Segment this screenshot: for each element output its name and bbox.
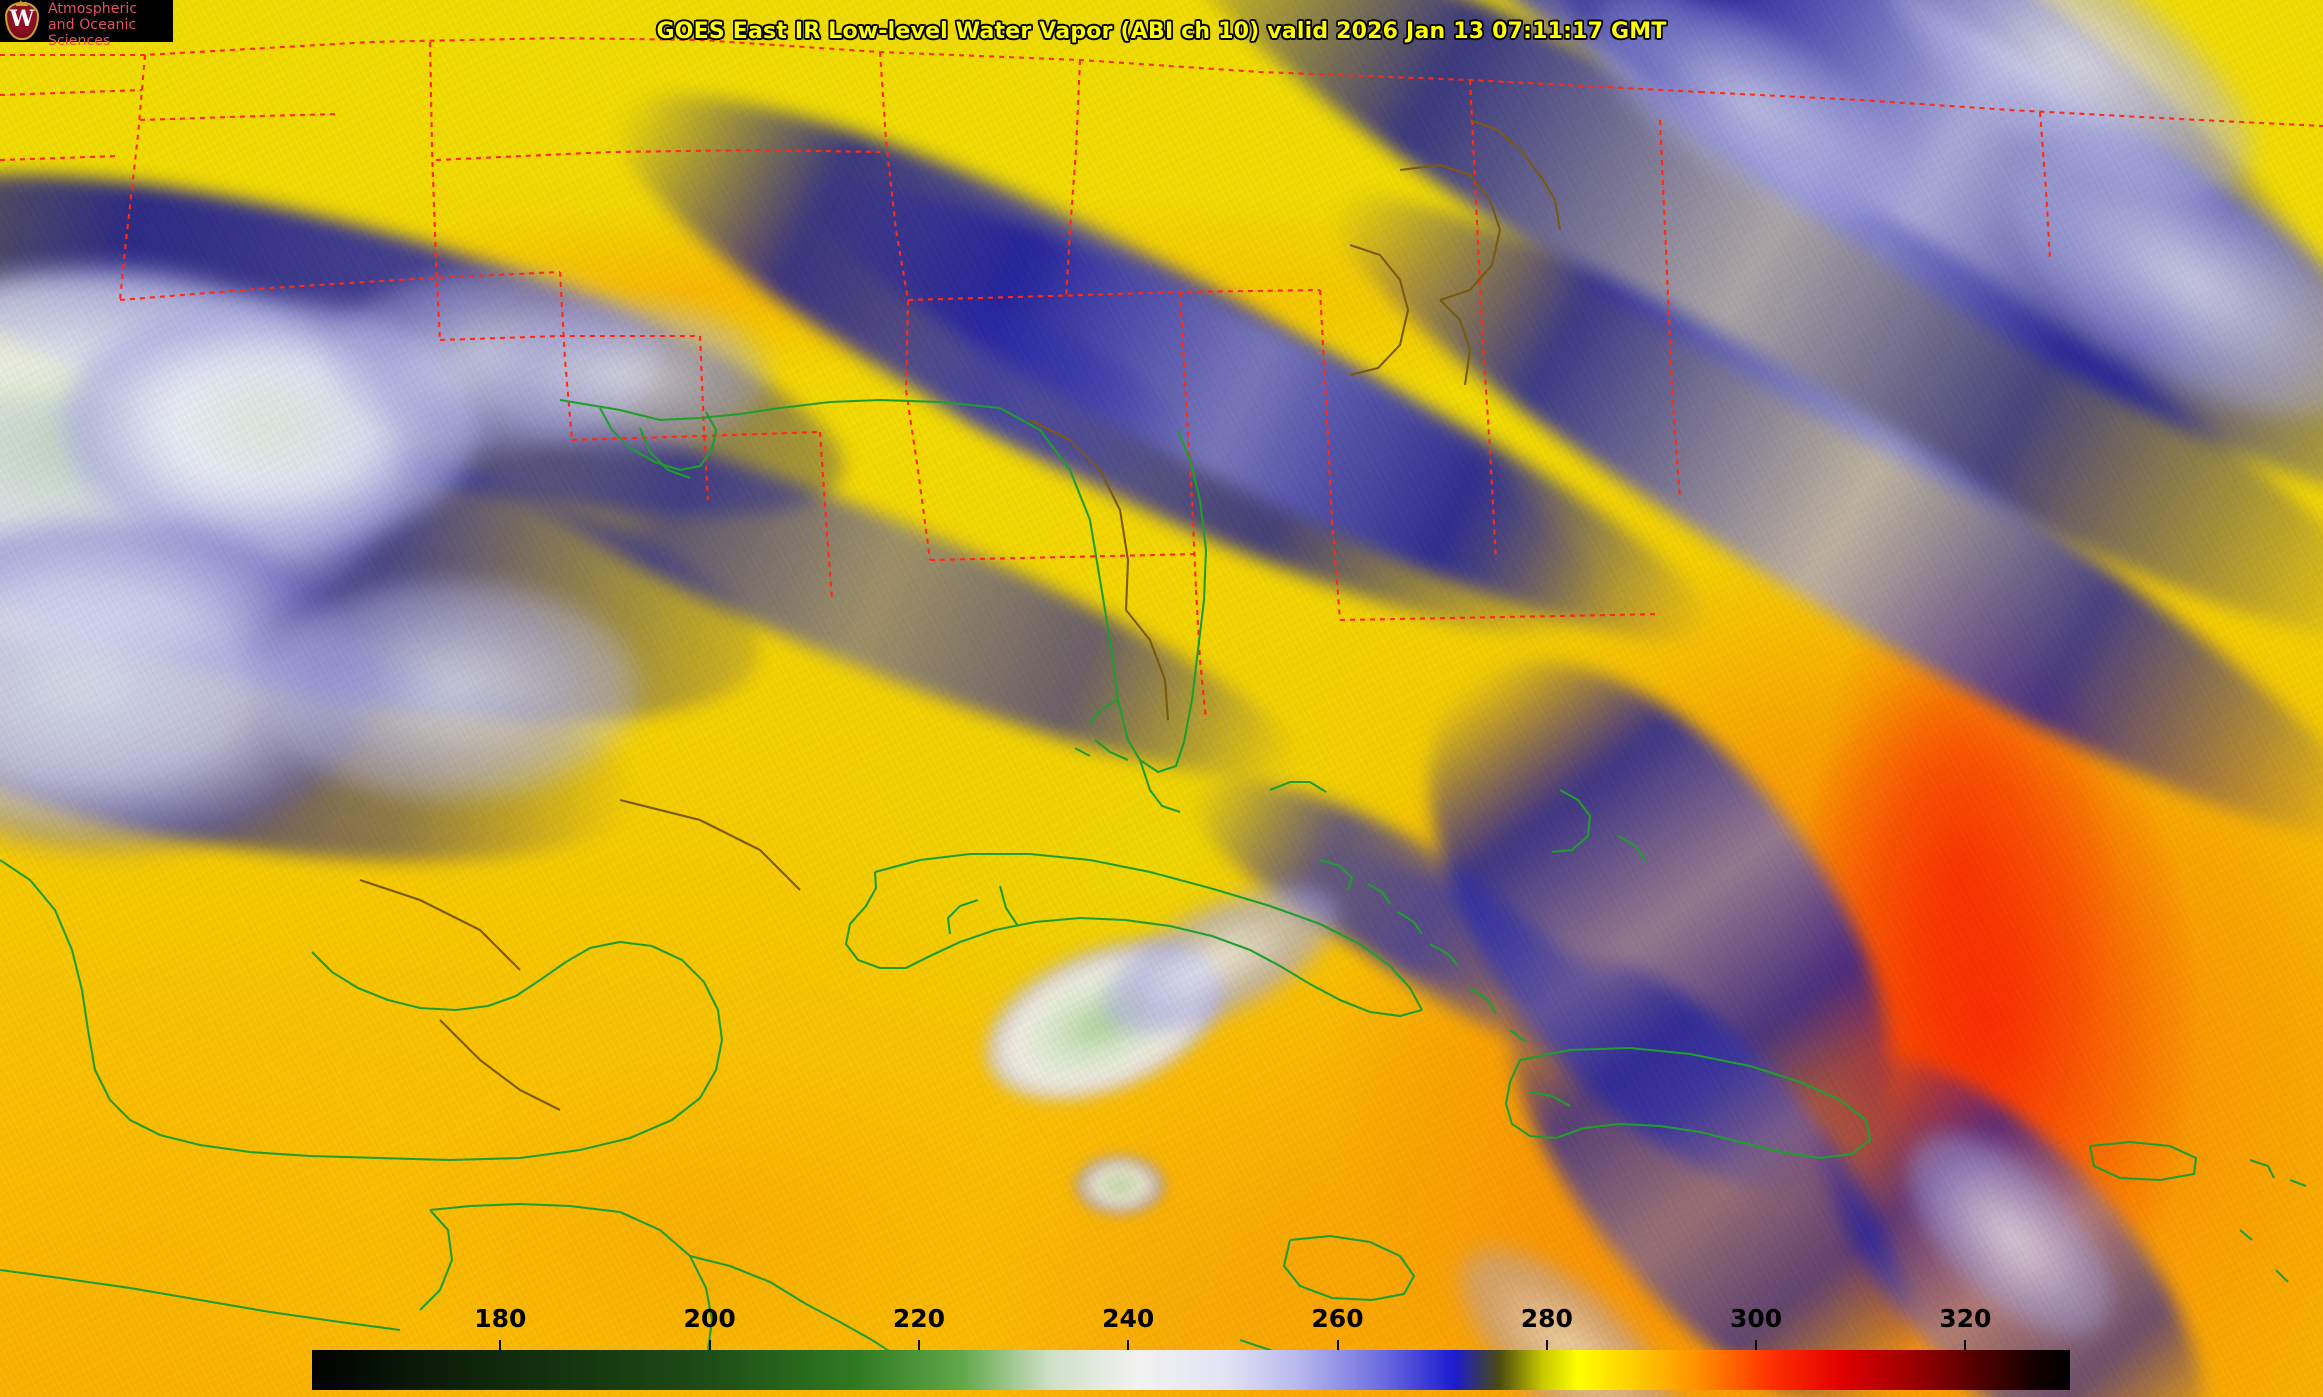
colorbar-tick-label: 300 <box>1729 1304 1783 1333</box>
logo-name-line2: and Oceanic Sciences <box>48 17 137 49</box>
cloud-top <box>1075 1155 1165 1215</box>
colorbar-tick-label: 280 <box>1520 1304 1573 1333</box>
crest-letter: W <box>9 6 35 32</box>
colorbar-tick <box>499 1340 502 1350</box>
colorbar-tick <box>917 1340 920 1350</box>
colorbar-tick <box>708 1340 711 1350</box>
colorbar-tick-label: 260 <box>1311 1304 1364 1333</box>
colorbar-tick <box>1127 1340 1130 1350</box>
colorbar-tick <box>1545 1340 1548 1350</box>
logo-text-block: Department of Atmospheric and Oceanic Sc… <box>48 0 173 49</box>
colorbar-tick-label: 240 <box>1102 1304 1155 1333</box>
colorbar-tick-label: 220 <box>892 1304 946 1333</box>
crest-shield-shape <box>5 2 39 40</box>
colorbar-tick <box>1755 1340 1758 1350</box>
colorbar: 180 200 220 240 260 280 300 320 <box>312 1304 2070 1397</box>
crest-crown-shape <box>16 0 28 6</box>
page-title: GOES East IR Low-level Water Vapor (ABI … <box>656 19 1667 44</box>
cloud-top <box>260 580 640 800</box>
colorbar-tick <box>1964 1340 1967 1350</box>
institution-logo: W Department of Atmospheric and Oceanic … <box>0 0 173 49</box>
logo-name-line1: Atmospheric <box>48 1 138 17</box>
colorbar-tick-label: 180 <box>474 1304 527 1333</box>
colorbar-tick <box>1336 1340 1339 1350</box>
uw-crest-icon: W <box>2 0 42 41</box>
colorbar-tick-label: 320 <box>1939 1304 1992 1333</box>
colorbar-gradient <box>312 1350 2070 1390</box>
logo-dept-line: Department of <box>48 0 173 1</box>
colorbar-tick-label: 200 <box>683 1304 736 1333</box>
